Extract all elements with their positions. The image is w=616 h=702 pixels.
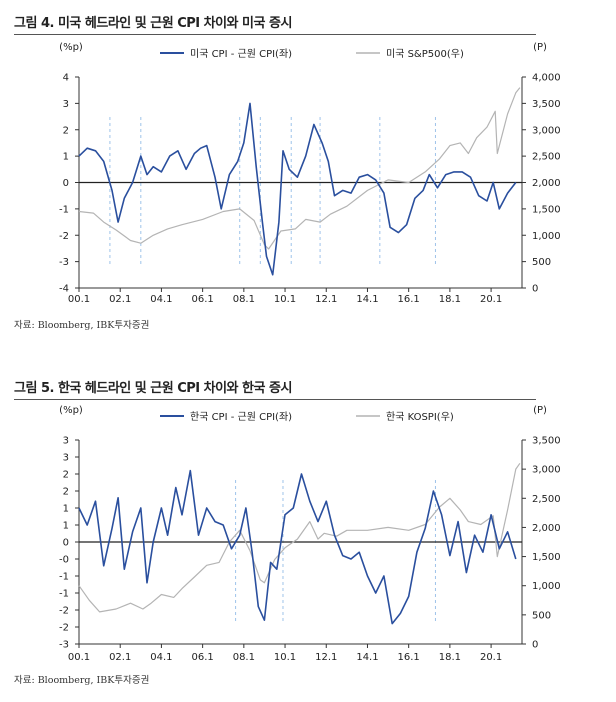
right-tick-label: 3,500 (532, 436, 561, 447)
series-line-stock-index (78, 462, 521, 613)
x-tick-label: 00.1 (68, 294, 90, 305)
right-tick-label: 3,000 (532, 465, 561, 476)
right-tick-label: 500 (532, 257, 551, 268)
left-tick-label: -2 (59, 606, 69, 617)
x-tick-label: 10.1 (274, 652, 296, 663)
legend-label: 미국 CPI - 근원 CPI(좌) (190, 48, 292, 60)
legend-label: 미국 S&P500(우) (386, 48, 464, 60)
left-tick-label: -1 (59, 204, 69, 215)
left-tick-label: -3 (59, 257, 69, 268)
right-tick-label: 500 (532, 610, 551, 621)
right-axis-unit: (P) (533, 405, 547, 416)
right-tick-label: 2,500 (532, 152, 561, 163)
left-tick-label: 1 (63, 521, 69, 532)
x-tick-label: 04.1 (150, 294, 172, 305)
left-tick-label: -1 (59, 589, 69, 600)
x-tick-label: 00.1 (68, 652, 90, 663)
right-tick-label: 1,000 (532, 231, 561, 242)
legend-label: 한국 KOSPI(우) (386, 411, 454, 423)
left-tick-label: -0 (59, 555, 69, 566)
us-cpi-chart: -4 -3 -2 -1 0 1 2 3 4 0 500 1,000 1,500 2,000 2,500 3,0… (59, 42, 561, 305)
right-axis-unit: (P) (533, 42, 547, 53)
right-tick-label: 3,500 (532, 99, 561, 110)
x-tick-label: 20.1 (480, 294, 502, 305)
right-tick-label: 1,000 (532, 581, 561, 592)
left-tick-label: -3 (59, 640, 69, 651)
right-tick-label: 1,500 (532, 552, 561, 563)
left-tick-label: 1 (63, 504, 69, 515)
left-tick-label: 2 (63, 125, 69, 136)
left-tick-label: 3 (63, 453, 69, 464)
figure-title: 그림 5. 한국 헤드라인 및 근원 CPI 차이와 한국 증시 (14, 381, 292, 396)
left-tick-label: 0 (63, 538, 69, 549)
left-tick-label: 3 (63, 99, 69, 110)
x-tick-label: 14.1 (356, 652, 378, 663)
series-line-cpi-gap (78, 102, 517, 276)
left-tick-label: -2 (59, 231, 69, 242)
left-tick-label: 1 (63, 152, 69, 163)
x-tick-label: 08.1 (233, 652, 255, 663)
x-tick-label: 12.1 (315, 294, 337, 305)
right-tick-label: 2,000 (532, 523, 561, 534)
right-tick-label: 3,000 (532, 125, 561, 136)
x-tick-label: 20.1 (480, 652, 502, 663)
right-tick-label: 0 (532, 640, 538, 651)
legend-label: 한국 CPI - 근원 CPI(좌) (190, 411, 292, 423)
right-tick-label: 1,500 (532, 204, 561, 215)
left-axis-unit: (%p) (59, 42, 83, 53)
left-tick-label: -4 (59, 284, 69, 295)
left-tick-label: 2 (63, 470, 69, 481)
x-tick-label: 18.1 (439, 294, 461, 305)
right-tick-label: 4,000 (532, 73, 561, 84)
x-tick-label: 12.1 (315, 652, 337, 663)
x-tick-label: 02.1 (109, 652, 131, 663)
left-tick-label: -1 (59, 572, 69, 583)
x-tick-label: 16.1 (398, 652, 420, 663)
left-tick-label: 2 (63, 487, 69, 498)
x-tick-label: 16.1 (398, 294, 420, 305)
series-line-cpi-gap (78, 469, 517, 625)
x-tick-label: 06.1 (191, 294, 213, 305)
x-tick-label: 02.1 (109, 294, 131, 305)
left-axis-unit: (%p) (59, 405, 83, 416)
title-rule (14, 34, 536, 35)
right-tick-label: 2,500 (532, 494, 561, 505)
source-note: 자료: Bloomberg, IBK투자증권 (14, 675, 150, 686)
x-tick-label: 04.1 (150, 652, 172, 663)
source-note: 자료: Bloomberg, IBK투자증권 (14, 320, 150, 331)
x-tick-label: 14.1 (356, 294, 378, 305)
left-tick-label: 3 (63, 436, 69, 447)
right-tick-label: 0 (532, 284, 538, 295)
figure-title: 그림 4. 미국 헤드라인 및 근원 CPI 차이와 미국 증시 (14, 16, 292, 31)
figure-4: 그림 4. 미국 헤드라인 및 근원 CPI 차이와 미국 증시 -4 -3 -2-… (0, 0, 616, 340)
x-tick-label: 08.1 (233, 294, 255, 305)
right-tick-label: 2,000 (532, 178, 561, 189)
left-tick-label: -2 (59, 623, 69, 634)
x-tick-label: 10.1 (274, 294, 296, 305)
left-tick-label: 4 (63, 73, 69, 84)
left-tick-label: 0 (63, 178, 69, 189)
x-tick-label: 18.1 (439, 652, 461, 663)
x-tick-label: 06.1 (191, 652, 213, 663)
title-rule (14, 399, 536, 400)
series-line-stock-index (78, 87, 521, 250)
